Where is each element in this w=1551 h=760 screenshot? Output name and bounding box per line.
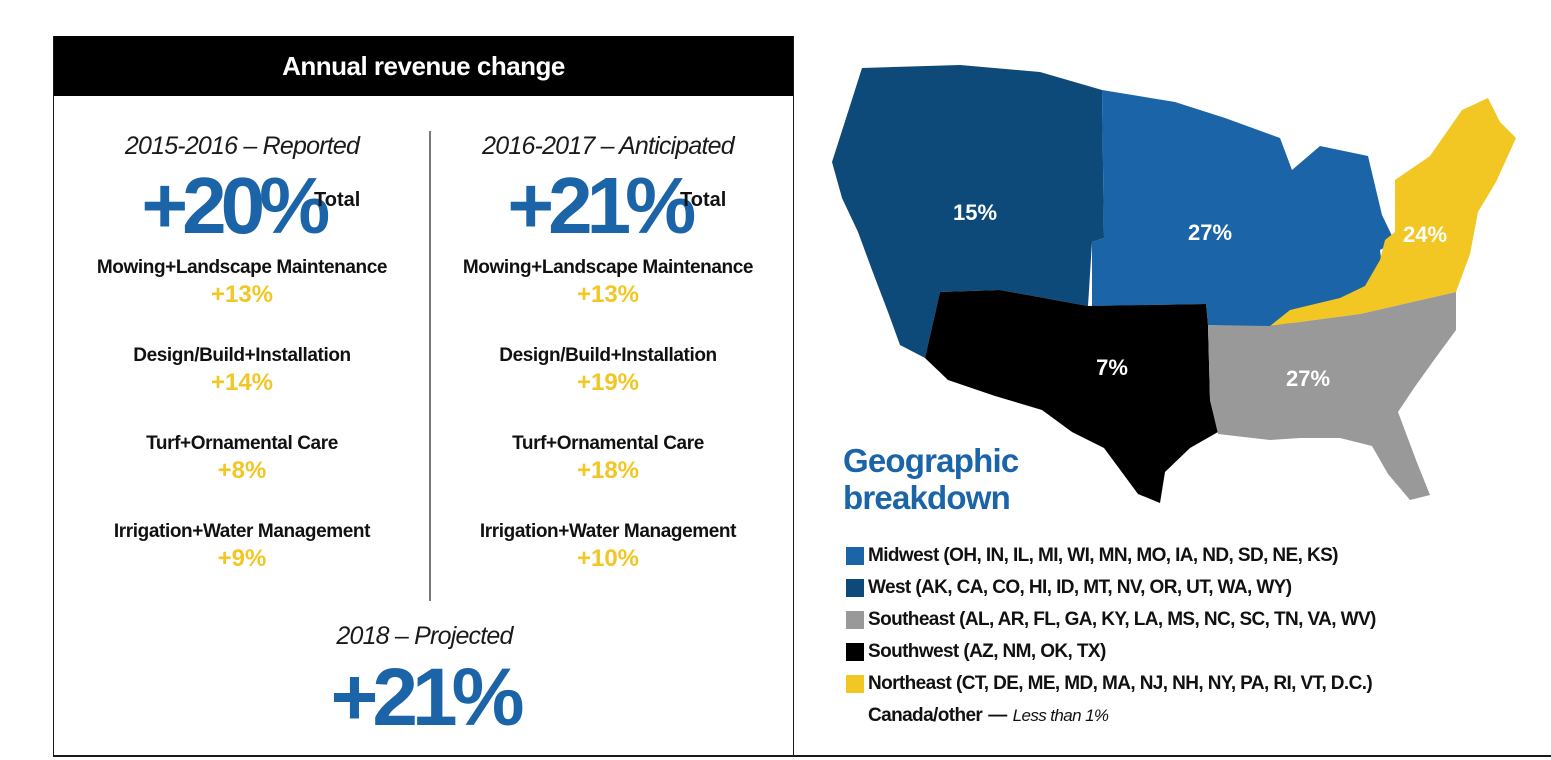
reported-total: +20% Total: [62, 165, 422, 247]
category-item: Irrigation+Water Management +10%: [428, 519, 788, 599]
category-value: +8%: [217, 457, 267, 484]
region-west: [832, 65, 1104, 358]
region-southeast-label: 27%: [1286, 366, 1330, 391]
category-item: Mowing+Landscape Maintenance +13%: [428, 255, 788, 335]
category-name: Design/Build+Installation: [499, 345, 717, 366]
category-value: +13%: [210, 281, 274, 308]
projected-value: +21%: [330, 652, 524, 743]
bottom-rule: [53, 755, 1551, 757]
category-item: Mowing+Landscape Maintenance +13%: [62, 255, 422, 335]
legend-label-northeast: Northeast (CT, DE, ME, MD, MA, NJ, NH, N…: [868, 673, 1373, 694]
legend-label-midwest: Midwest (OH, IN, IL, MI, WI, MN, MO, IA,…: [868, 545, 1339, 566]
reported-total-value: +20%: [141, 161, 330, 250]
anticipated-total-value: +21%: [507, 161, 696, 250]
legend-item-southeast: Southeast (AL, AR, FL, GA, KY, LA, MS, N…: [846, 604, 1376, 636]
category-name: Irrigation+Water Management: [479, 521, 737, 542]
category-value: +13%: [576, 281, 640, 308]
category-item: Turf+Ornamental Care +18%: [428, 431, 788, 511]
category-name: Mowing+Landscape Maintenance: [462, 257, 754, 278]
anticipated-column: 2016-2017 – Anticipated +21% Total Mowin…: [428, 131, 788, 599]
category-value: +19%: [576, 369, 640, 396]
legend-other-label: Canada/other: [868, 705, 983, 726]
legend-swatch-southeast: [846, 611, 864, 629]
reported-total-label: Total: [314, 189, 361, 211]
category-name: Irrigation+Water Management: [113, 521, 371, 542]
category-name: Design/Build+Installation: [133, 345, 351, 366]
category-value: +10%: [576, 545, 640, 572]
legend-swatch-west: [846, 579, 864, 597]
category-item: Turf+Ornamental Care +8%: [62, 431, 422, 511]
revenue-panel: Annual revenue change 2015-2016 – Report…: [53, 36, 794, 755]
geo-title-line2: breakdown: [843, 479, 1011, 516]
legend-other-dash: —: [988, 705, 1007, 726]
legend-item-west: West (AK, CA, CO, HI, ID, MT, NV, OR, UT…: [846, 572, 1376, 604]
legend-item-southwest: Southwest (AZ, NM, OK, TX): [846, 636, 1376, 668]
legend-label-west: West (AK, CA, CO, HI, ID, MT, NV, OR, UT…: [868, 577, 1292, 598]
category-name: Turf+Ornamental Care: [512, 433, 704, 454]
region-northeast: [1270, 98, 1516, 326]
legend-other: Canada/other — Less than 1%: [846, 700, 1376, 732]
legend-label-southwest: Southwest (AZ, NM, OK, TX): [868, 641, 1106, 662]
projected-section: 2018 – Projected +21%: [54, 621, 795, 743]
category-item: Design/Build+Installation +14%: [62, 343, 422, 423]
anticipated-period: 2016-2017 – Anticipated: [482, 132, 735, 160]
geo-title: Geographic breakdown: [843, 442, 1019, 516]
region-midwest: [1092, 90, 1395, 328]
category-value: +18%: [576, 457, 640, 484]
region-southwest-label: 7%: [1096, 355, 1128, 380]
legend-swatch-southwest: [846, 643, 864, 661]
legend-label-southeast: Southeast (AL, AR, FL, GA, KY, LA, MS, N…: [868, 609, 1376, 630]
panel-title: Annual revenue change: [282, 50, 565, 81]
category-name: Turf+Ornamental Care: [146, 433, 338, 454]
projected-period: 2018 – Projected: [336, 622, 513, 650]
legend-item-midwest: Midwest (OH, IN, IL, MI, WI, MN, MO, IA,…: [846, 540, 1376, 572]
legend-other-value: Less than 1%: [1012, 706, 1109, 725]
us-region-map: 15% 27% 24% 7% 27%: [832, 65, 1516, 503]
category-value: +14%: [210, 369, 274, 396]
reported-column: 2015-2016 – Reported +20% Total Mowing+L…: [62, 131, 422, 599]
geo-title-line1: Geographic: [843, 442, 1019, 479]
panel-header: Annual revenue change: [54, 36, 793, 96]
category-value: +9%: [217, 545, 267, 572]
reported-period: 2015-2016 – Reported: [124, 132, 360, 160]
region-southwest: [925, 290, 1218, 503]
anticipated-total: +21% Total: [428, 165, 788, 247]
region-northeast-label: 24%: [1403, 222, 1447, 247]
category-item: Design/Build+Installation +19%: [428, 343, 788, 423]
region-midwest-label: 27%: [1188, 220, 1232, 245]
legend: Midwest (OH, IN, IL, MI, WI, MN, MO, IA,…: [846, 540, 1376, 732]
category-name: Mowing+Landscape Maintenance: [96, 257, 388, 278]
legend-item-northeast: Northeast (CT, DE, ME, MD, MA, NJ, NH, N…: [846, 668, 1376, 700]
region-west-label: 15%: [953, 200, 997, 225]
legend-swatch-midwest: [846, 547, 864, 565]
column-divider: [429, 131, 431, 601]
anticipated-total-label: Total: [680, 189, 727, 211]
category-item: Irrigation+Water Management +9%: [62, 519, 422, 599]
legend-swatch-northeast: [846, 675, 864, 693]
region-southeast: [1208, 292, 1456, 500]
